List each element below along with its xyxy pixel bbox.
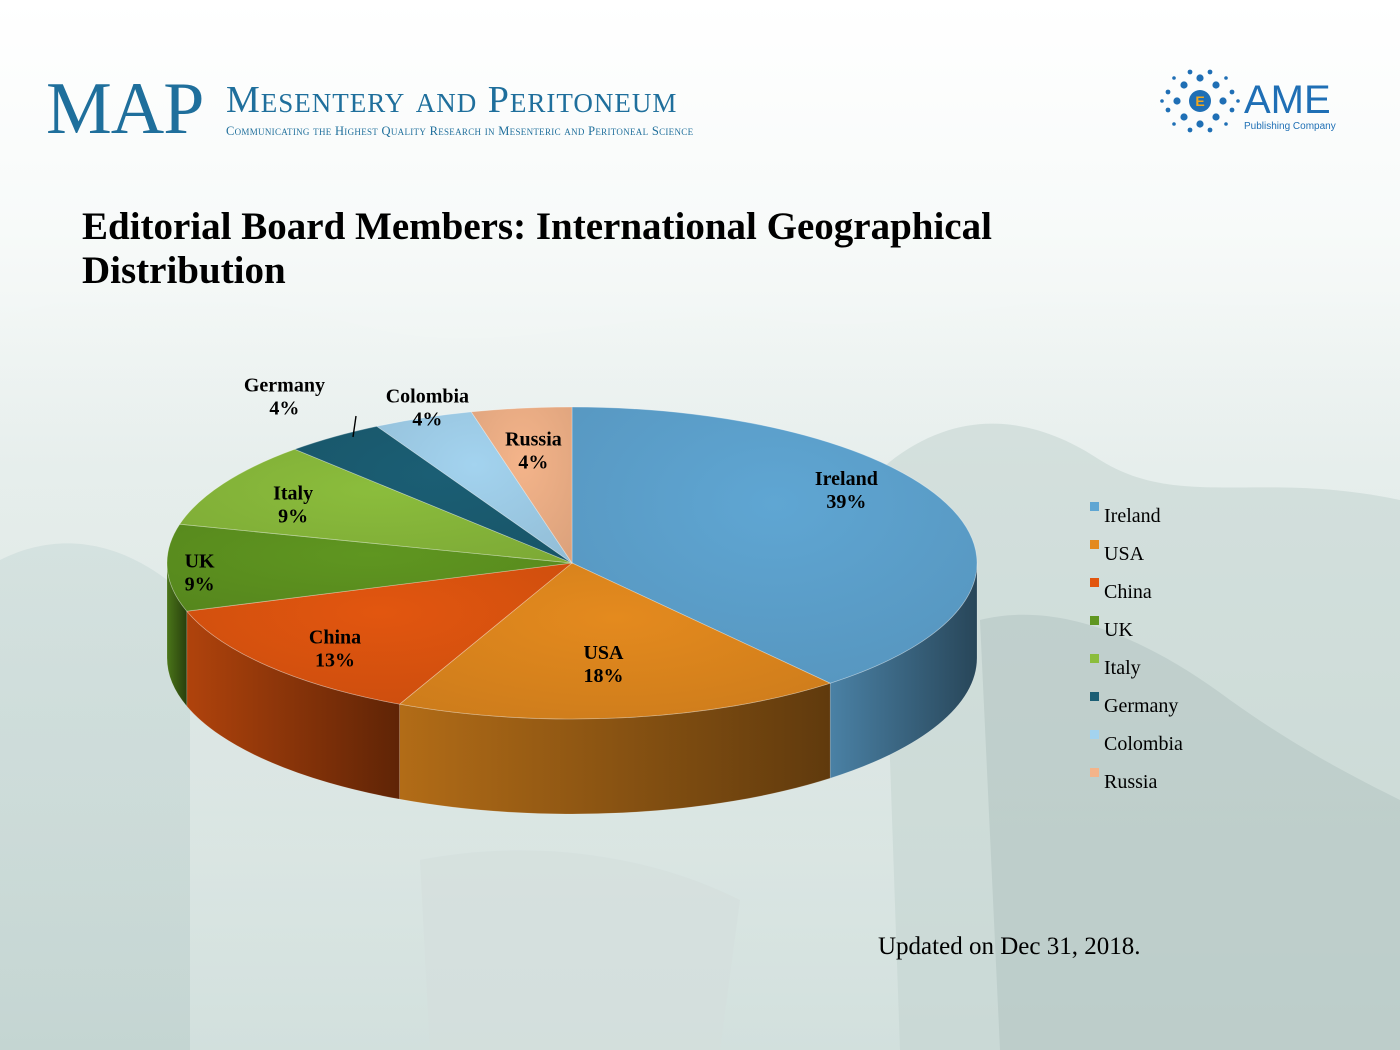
slice-italy bbox=[179, 448, 573, 564]
slide-title: Editorial Board Members: International G… bbox=[82, 205, 992, 292]
slice-uk bbox=[166, 523, 573, 612]
chart-legend: Ireland USA China UK Italy Germany Colombia Rus… bbox=[1090, 502, 1183, 793]
data-label-percent-italy: 9% bbox=[278, 505, 308, 527]
publisher-tagline: Publishing Company bbox=[1244, 121, 1336, 132]
legend-swatch-ireland bbox=[1090, 502, 1099, 511]
slice-germany bbox=[293, 425, 573, 564]
slice-colombia bbox=[375, 411, 573, 564]
slice-ireland bbox=[571, 406, 978, 684]
data-label-percent-russia: 4% bbox=[518, 451, 548, 473]
pie-data-labels: Ireland39%USA18%China13%UK9%Italy9%Germa… bbox=[185, 375, 878, 687]
legend-swatch-germany bbox=[1090, 692, 1099, 701]
legend-label-russia: Russia bbox=[1104, 771, 1157, 793]
data-label-name-uk: UK bbox=[185, 551, 215, 573]
legend-swatch-china bbox=[1090, 578, 1099, 587]
data-label-percent-usa: 18% bbox=[583, 665, 623, 687]
svg-text:E: E bbox=[1195, 93, 1204, 109]
data-label-percent-uk: 9% bbox=[185, 574, 215, 596]
data-label-name-italy: Italy bbox=[273, 482, 313, 504]
pie-side-walls bbox=[166, 562, 978, 815]
legend-label-uk: UK bbox=[1104, 619, 1133, 641]
journal-tagline: Communicating the Highest Quality Resear… bbox=[226, 124, 694, 138]
data-label-name-usa: USA bbox=[583, 642, 624, 664]
publisher-name: AME bbox=[1244, 78, 1331, 122]
updated-note: Updated on Dec 31, 2018. bbox=[878, 933, 1141, 960]
data-label-name-germany: Germany bbox=[244, 375, 325, 397]
leader-line-germany bbox=[352, 415, 357, 438]
data-label-percent-colombia: 4% bbox=[412, 408, 442, 430]
legend-swatch-russia bbox=[1090, 768, 1099, 777]
legend-label-ireland: Ireland bbox=[1104, 505, 1161, 527]
legend-label-colombia: Colombia bbox=[1104, 733, 1183, 755]
data-label-percent-ireland: 39% bbox=[826, 491, 866, 513]
map-logo: MAP bbox=[46, 68, 204, 150]
pie-top-faces bbox=[166, 406, 978, 720]
slice-usa bbox=[398, 562, 832, 720]
slice-china bbox=[186, 562, 574, 705]
data-label-name-ireland: Ireland bbox=[815, 468, 878, 490]
data-label-name-china: China bbox=[309, 626, 361, 648]
legend-swatch-uk bbox=[1090, 616, 1099, 625]
legend-swatch-italy bbox=[1090, 654, 1099, 663]
ame-logo-icon: E bbox=[1160, 69, 1240, 133]
legend-swatch-usa bbox=[1090, 540, 1099, 549]
legend-swatch-colombia bbox=[1090, 730, 1099, 739]
legend-label-germany: Germany bbox=[1104, 695, 1178, 717]
data-label-percent-germany: 4% bbox=[269, 398, 299, 420]
legend-label-italy: Italy bbox=[1104, 657, 1141, 679]
data-label-percent-china: 13% bbox=[315, 649, 355, 671]
legend-label-china: China bbox=[1104, 581, 1152, 603]
journal-title: Mesentery and Peritoneum bbox=[226, 79, 678, 121]
slice-russia bbox=[470, 406, 573, 565]
legend-label-usa: USA bbox=[1104, 543, 1145, 565]
data-label-name-russia: Russia bbox=[505, 428, 562, 450]
data-label-name-colombia: Colombia bbox=[386, 385, 469, 407]
